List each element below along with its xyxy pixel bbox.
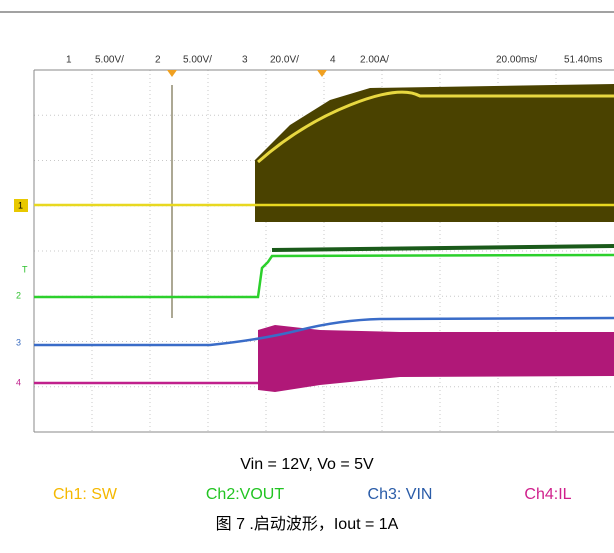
trigger-pos-marker — [167, 70, 177, 77]
channel-number: 4 — [330, 55, 336, 66]
channel-number: 1 — [66, 55, 72, 66]
timebase: 20.00ms/ — [496, 55, 537, 66]
figure-caption: 图 7 .启动波形，Iout = 1A — [216, 515, 399, 533]
channel-scale: 5.00V/ — [183, 55, 212, 66]
ch1-marker: 1 — [18, 200, 23, 210]
vin-trace — [34, 316, 614, 347]
legend-entry: Ch4:IL — [524, 486, 571, 503]
channel-scale: 2.00A/ — [360, 55, 389, 66]
conditions: Vin = 12V, Vo = 5V — [240, 456, 374, 473]
il-envelope — [258, 325, 614, 392]
channel-scale: 5.00V/ — [95, 55, 124, 66]
legend: Ch1: SW Ch2:VOUT Ch3: VIN Ch4:IL — [53, 486, 572, 503]
sw-trace-high — [257, 90, 614, 164]
vout-noise — [271, 244, 614, 252]
ch4-marker: 4 — [16, 377, 21, 387]
trigger-marker: T — [22, 264, 28, 274]
scope-header: 1 5.00V/2 5.00V/3 20.0V/4 2.00A/ — [66, 55, 389, 66]
legend-entry: Ch2:VOUT — [206, 486, 284, 503]
trigger-pos-marker — [317, 70, 327, 77]
channel-number: 3 — [242, 55, 248, 66]
ch2-marker: 2 — [16, 290, 21, 300]
ch3-marker: 3 — [16, 337, 21, 347]
delay: 51.40ms — [564, 55, 602, 66]
ch1-marker-box — [14, 199, 28, 212]
vout-trace — [34, 253, 614, 299]
legend-entry: Ch1: SW — [53, 486, 118, 503]
channel-scale: 20.0V/ — [270, 55, 299, 66]
sw-envelope — [255, 84, 614, 222]
legend-entry: Ch3: VIN — [368, 486, 433, 503]
channel-number: 2 — [155, 55, 161, 66]
